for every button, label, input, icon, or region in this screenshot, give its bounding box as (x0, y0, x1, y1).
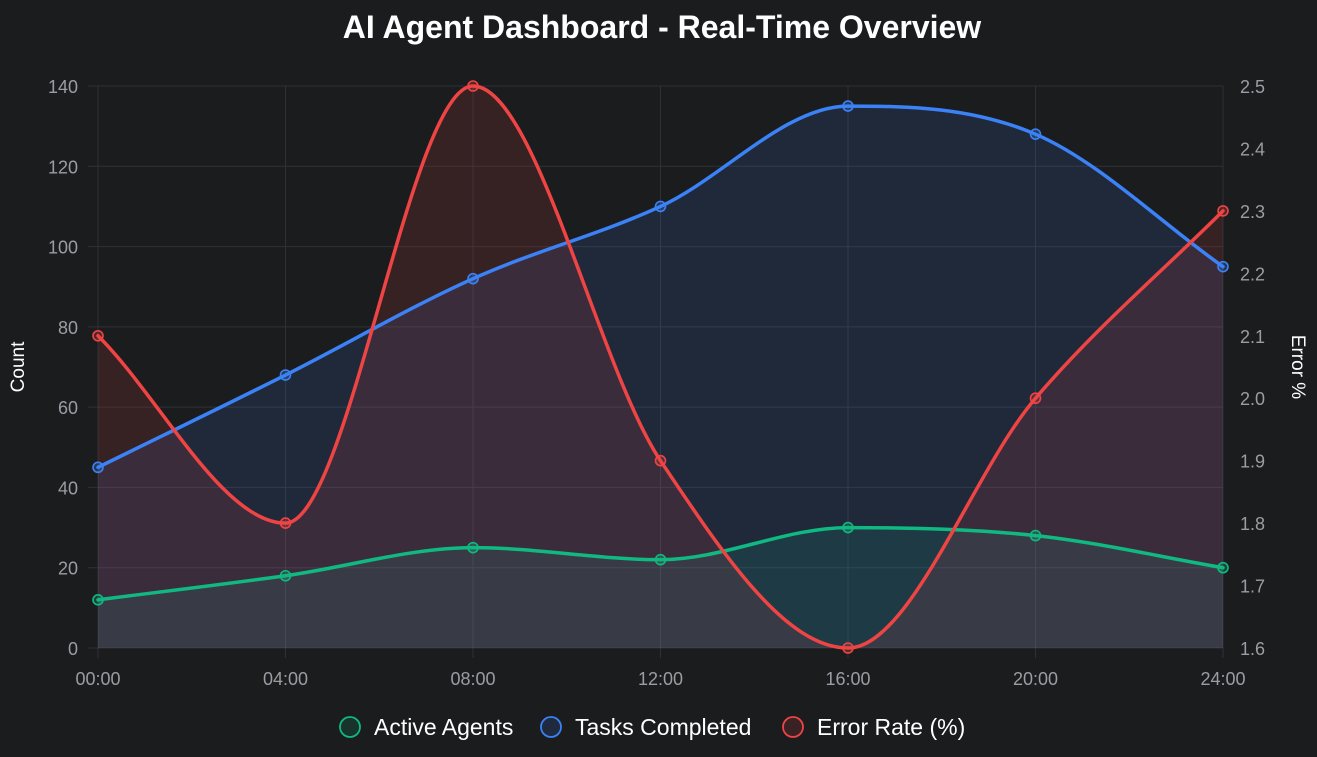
x-tick: 16:00 (825, 669, 870, 689)
active-agents-point[interactable] (92, 594, 104, 606)
error-rate-point[interactable] (467, 80, 479, 92)
active-agents-point[interactable] (654, 553, 667, 566)
y-tick-left: 0 (68, 639, 78, 659)
x-tick: 20:00 (1013, 669, 1058, 689)
y-tick-right: 2.5 (1240, 77, 1265, 97)
x-tick: 12:00 (638, 669, 683, 689)
tasks-completed-point[interactable] (1217, 260, 1229, 273)
y-tick-right: 2.0 (1240, 389, 1265, 409)
series-points (92, 80, 1229, 654)
error-rate-point[interactable] (654, 454, 667, 467)
tasks-completed-point[interactable] (279, 369, 292, 381)
error-rate-line (96, 84, 1225, 650)
series-lines (96, 84, 1225, 650)
y-tick-right: 2.3 (1240, 202, 1265, 222)
active-agents-point[interactable] (1217, 561, 1229, 574)
active-agents-point[interactable] (1029, 529, 1042, 542)
y-tick-right: 1.9 (1240, 452, 1265, 472)
tasks-completed-point[interactable] (92, 461, 104, 474)
legend: Active Agents Tasks Completed Error Rate (… (339, 714, 965, 740)
error-rate-area-fill (98, 86, 1223, 648)
tasks-completed-area-fill (98, 106, 1223, 649)
y-tick-right: 2.2 (1240, 264, 1265, 284)
error-rate-point[interactable] (92, 329, 104, 342)
x-tick: 24:00 (1200, 669, 1245, 689)
error-rate-point[interactable] (1029, 392, 1042, 405)
legend-marker (339, 716, 361, 738)
error-rate-point[interactable] (842, 642, 854, 654)
y-tick-left: 100 (48, 238, 78, 258)
x-tick: 00:00 (75, 669, 120, 689)
tasks-completed-line (96, 104, 1225, 470)
grid-lines (88, 85, 1224, 658)
tasks-completed-point[interactable] (1029, 128, 1042, 140)
legend-marker (540, 716, 562, 738)
x-tick: 04:00 (263, 669, 308, 689)
y-tick-right: 1.7 (1240, 577, 1265, 597)
legend-item-tasks-completed[interactable]: Tasks Completed (540, 714, 751, 740)
series-fills (98, 86, 1223, 649)
axis-ticks: 0 20 40 60 80 100 120 140 1.6 1.7 1.8 1.9 2.0 2.1 2.2 2… (48, 77, 1265, 689)
active-agents-point[interactable] (842, 521, 854, 534)
y-tick-right: 2.1 (1240, 327, 1265, 347)
y-tick-left: 40 (58, 478, 78, 498)
y-tick-left: 80 (58, 318, 78, 338)
legend-label: Error Rate (%) (817, 714, 965, 740)
y-tick-left: 60 (58, 398, 78, 418)
y-axis-right-title: Error % (1287, 335, 1308, 400)
tasks-completed-point[interactable] (842, 100, 854, 112)
y-tick-left: 20 (58, 559, 78, 579)
y-tick-right: 1.8 (1240, 514, 1265, 534)
error-rate-point[interactable] (279, 517, 292, 529)
active-agents-point[interactable] (467, 541, 479, 554)
y-tick-right: 1.6 (1240, 639, 1265, 659)
tasks-completed-point[interactable] (654, 200, 667, 213)
active-agents-area-fill (98, 527, 1223, 648)
legend-item-active-agents[interactable]: Active Agents (339, 714, 513, 740)
legend-marker (782, 716, 804, 738)
y-tick-right: 2.4 (1240, 139, 1265, 159)
active-agents-line (96, 525, 1225, 602)
legend-label: Active Agents (374, 714, 513, 740)
x-tick: 08:00 (450, 669, 495, 689)
chart-title: AI Agent Dashboard - Real-Time Overview (343, 9, 982, 45)
legend-label: Tasks Completed (575, 714, 751, 740)
y-axis-left-title: Count (8, 341, 29, 392)
y-tick-left: 120 (48, 157, 78, 177)
error-rate-point[interactable] (1217, 205, 1229, 217)
legend-item-error-rate[interactable]: Error Rate (%) (782, 714, 965, 740)
tasks-completed-point[interactable] (467, 272, 479, 285)
y-tick-left: 140 (48, 77, 78, 97)
active-agents-point[interactable] (279, 569, 292, 582)
